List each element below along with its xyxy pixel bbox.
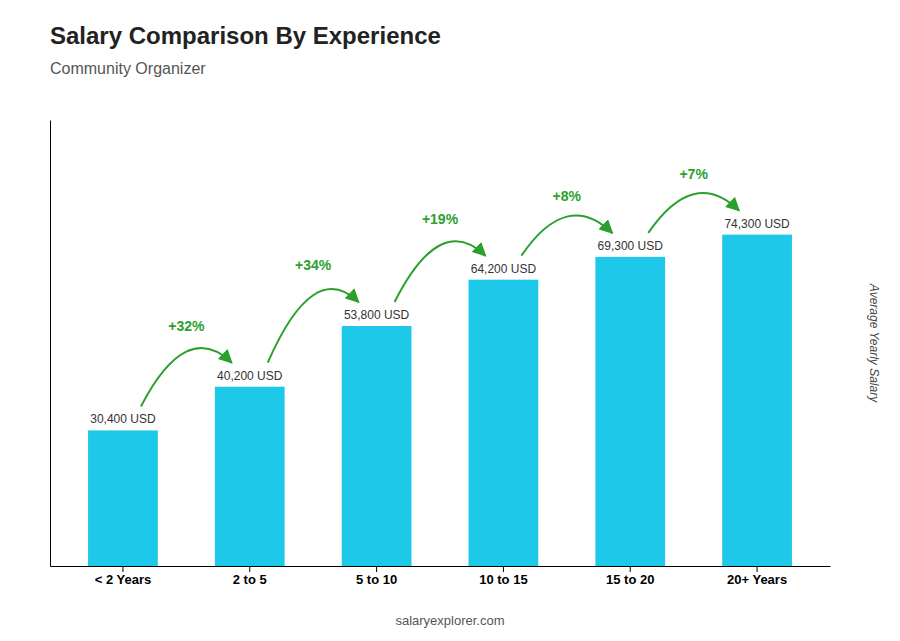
annotation: +19%	[422, 211, 459, 227]
x-tick-mark	[757, 566, 758, 572]
x-tick-mark	[249, 566, 250, 572]
annotation-arrow	[268, 289, 359, 363]
y-axis-title: Average Yearly Salary	[867, 283, 881, 403]
data-label: 40,200 USD	[217, 369, 283, 383]
x-tick: 10 to 15	[479, 566, 527, 587]
x-tick-mark	[503, 566, 504, 572]
data-label: 74,300 USD	[724, 217, 790, 231]
annotation: +34%	[295, 257, 332, 273]
x-tick: < 2 Years	[95, 566, 152, 587]
data-label: 30,400 USD	[90, 412, 156, 426]
bar	[722, 235, 792, 566]
x-tick-mark	[376, 566, 377, 572]
x-tick-label: 5 to 10	[356, 572, 397, 587]
x-tick: 2 to 5	[233, 566, 267, 587]
annotation-arrow	[141, 348, 232, 406]
x-tick-mark	[630, 566, 631, 572]
bar	[342, 326, 412, 566]
annotations: +32% +34% +19% +8% +7%	[141, 166, 739, 407]
y-axis	[50, 121, 51, 567]
x-axis-line	[51, 566, 831, 567]
y-axis-line	[50, 121, 51, 567]
data-label: 69,300 USD	[598, 239, 664, 253]
bar	[88, 430, 158, 566]
footer: salaryexplorer.com	[395, 613, 504, 628]
bar	[595, 257, 665, 566]
annotation: +32%	[168, 318, 205, 334]
data-labels: 30,400 USD 40,200 USD 53,800 USD 64,200 USD…	[90, 217, 790, 427]
annotation: +7%	[679, 166, 708, 182]
x-tick-mark	[122, 566, 123, 572]
title: Salary Comparison By Experience	[50, 22, 441, 49]
annotation-arrow	[648, 193, 739, 233]
chart-svg: Salary Comparison By Experience Community…	[0, 0, 900, 641]
plot: < 2 Years 2 to 5 5 to 10 10 to 15 15 to 20 20…	[51, 121, 831, 588]
bar	[469, 280, 539, 566]
x-tick-label: 10 to 15	[479, 572, 527, 587]
annotation: +8%	[553, 188, 582, 204]
annotation-arrow	[395, 241, 486, 302]
annotation-arrow	[521, 215, 612, 255]
x-tick: 20+ Years	[727, 566, 787, 587]
x-tick-label: < 2 Years	[95, 572, 152, 587]
x-axis: < 2 Years 2 to 5 5 to 10 10 to 15 15 to 20 20…	[51, 566, 831, 587]
subtitle: Community Organizer	[50, 60, 206, 77]
x-tick-label: 20+ Years	[727, 572, 787, 587]
bar	[215, 387, 285, 566]
x-tick-label: 15 to 20	[606, 572, 654, 587]
x-tick: 5 to 10	[356, 566, 397, 587]
x-tick: 15 to 20	[606, 566, 654, 587]
x-tick-label: 2 to 5	[233, 572, 267, 587]
bars	[88, 235, 792, 566]
data-label: 64,200 USD	[471, 262, 537, 276]
data-label: 53,800 USD	[344, 308, 410, 322]
